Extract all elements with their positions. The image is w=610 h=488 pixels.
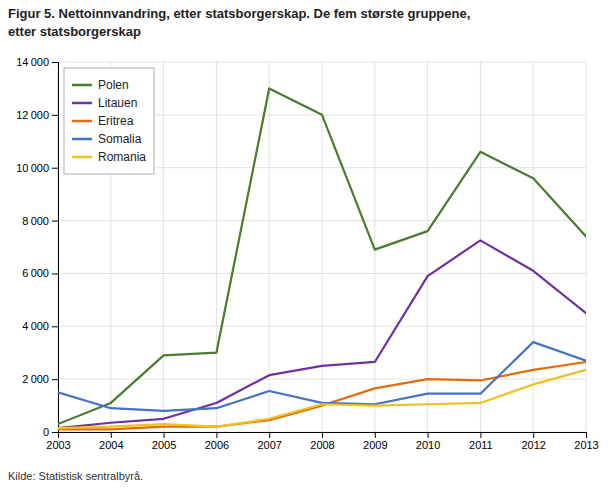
x-tick-mark [322, 432, 323, 438]
y-tick-mark [52, 273, 58, 274]
grid-line-x [163, 62, 164, 432]
legend-swatch [72, 102, 92, 105]
title: Figur 5. Nettoinnvandring, etter statsbo… [8, 6, 470, 21]
y-tick: 14 000 [16, 56, 58, 68]
x-tick: 2006 [205, 432, 229, 451]
x-tick: 2010 [416, 432, 440, 451]
x-axis: 2003 2004 2005 2006 2007 2008 2009 2010 2011 2012… [46, 432, 598, 451]
y-tick-label: 12 000 [16, 109, 49, 121]
legend-label: Romania [98, 150, 146, 164]
legend-label: Polen [98, 78, 129, 92]
x-tick-mark [164, 432, 165, 438]
x-tick-mark [375, 432, 376, 438]
legend-entry: Eritrea [72, 114, 134, 128]
y-tick: 10 000 [16, 162, 58, 174]
x-tick-label: 2003 [46, 439, 70, 451]
lines [58, 88, 586, 429]
x-tick-label: 2005 [152, 439, 176, 451]
y-tick: 8 000 [22, 215, 58, 227]
y-tick: 4 000 [22, 320, 58, 332]
x-tick-label: 2008 [310, 439, 334, 451]
x-tick: 2008 [310, 432, 334, 451]
x-tick-mark [480, 432, 481, 438]
legend-label: Eritrea [98, 114, 134, 128]
x-tick: 2003 [46, 432, 70, 451]
x-tick-mark [533, 432, 534, 438]
x-tick: 2012 [521, 432, 545, 451]
y-tick-mark [52, 168, 58, 169]
legend-entry: Polen [72, 78, 129, 92]
x-tick-mark [216, 432, 217, 438]
x-tick-label: 2006 [205, 439, 229, 451]
grid-line-x [216, 62, 217, 432]
titles: Figur 5. Nettoinnvandring, etter statsbo… [8, 6, 470, 39]
y-tick-label: 2 000 [22, 373, 49, 385]
plot-area: 2003 2004 2005 2006 2007 2008 2009 2010 2011 2012… [16, 56, 599, 451]
x-tick: 2004 [99, 432, 123, 451]
legend-entry: Somalia [72, 132, 142, 146]
legend-label: Litauen [98, 96, 137, 110]
legend-label: Somalia [98, 132, 142, 146]
legend-entry: Romania [72, 150, 146, 164]
series-line [58, 240, 586, 428]
y-tick-label: 10 000 [16, 162, 49, 174]
grid-line-x [427, 62, 428, 432]
x-tick: 2005 [152, 432, 176, 451]
y-tick: 2 000 [22, 373, 58, 385]
x-tick-mark [428, 432, 429, 438]
x-tick-label: 2013 [574, 439, 598, 451]
y-tick-mark [52, 432, 58, 433]
series-line [58, 362, 586, 429]
legend-swatch [72, 156, 92, 159]
y-tick: 0 [43, 426, 58, 438]
x-tick: 2011 [469, 432, 493, 451]
grid-line-x [533, 62, 534, 432]
x-tick-label: 2012 [521, 439, 545, 451]
grid-line-x [480, 62, 481, 432]
x-tick: 2013 [574, 432, 598, 451]
y-tick-label: 4 000 [22, 320, 49, 332]
y-axis-line [52, 63, 59, 433]
x-tick: 2007 [257, 432, 281, 451]
legend-swatch [72, 138, 92, 141]
y-tick: 6 000 [22, 267, 58, 279]
legend-entry: Litauen [72, 96, 137, 110]
legend-swatch [72, 84, 92, 87]
chart: Figur 5. Nettoinnvandring, etter statsbo… [0, 0, 610, 488]
subtitle: etter statsborgerskap [8, 24, 141, 39]
grid-line-x [586, 62, 587, 432]
y-tick-mark [52, 221, 58, 222]
y-tick-label: 0 [43, 426, 49, 438]
y-tick-mark [52, 115, 58, 116]
legend-frame [64, 68, 154, 174]
x-tick-label: 2007 [257, 439, 281, 451]
y-tick-label: 6 000 [22, 267, 49, 279]
legend-swatch [72, 120, 92, 123]
x-tick-mark [586, 432, 587, 438]
y-axis: 0 2 000 4 000 6 000 8 000 10 000 12 000 14 000 [16, 56, 58, 438]
x-tick: 2009 [363, 432, 387, 451]
x-tick-label: 2011 [469, 439, 493, 451]
y-tick: 12 000 [16, 109, 58, 121]
x-tick-label: 2010 [416, 439, 440, 451]
x-axis-line [59, 433, 587, 439]
x-tick-label: 2004 [99, 439, 123, 451]
y-tick-label: 14 000 [16, 56, 49, 68]
legend: Polen Litauen Eritrea Somalia Romania [64, 68, 154, 174]
grid [58, 62, 586, 432]
y-tick-mark [52, 379, 58, 380]
series-line [58, 342, 586, 411]
x-tick-mark [111, 432, 112, 438]
x-tick-mark [269, 432, 270, 438]
series-line [58, 370, 586, 428]
y-tick-mark [52, 62, 58, 63]
y-tick-mark [52, 326, 58, 327]
x-tick-label: 2009 [363, 439, 387, 451]
y-tick-label: 8 000 [22, 215, 49, 227]
source-note: Kilde: Statistisk sentralbyrå. [8, 470, 143, 482]
